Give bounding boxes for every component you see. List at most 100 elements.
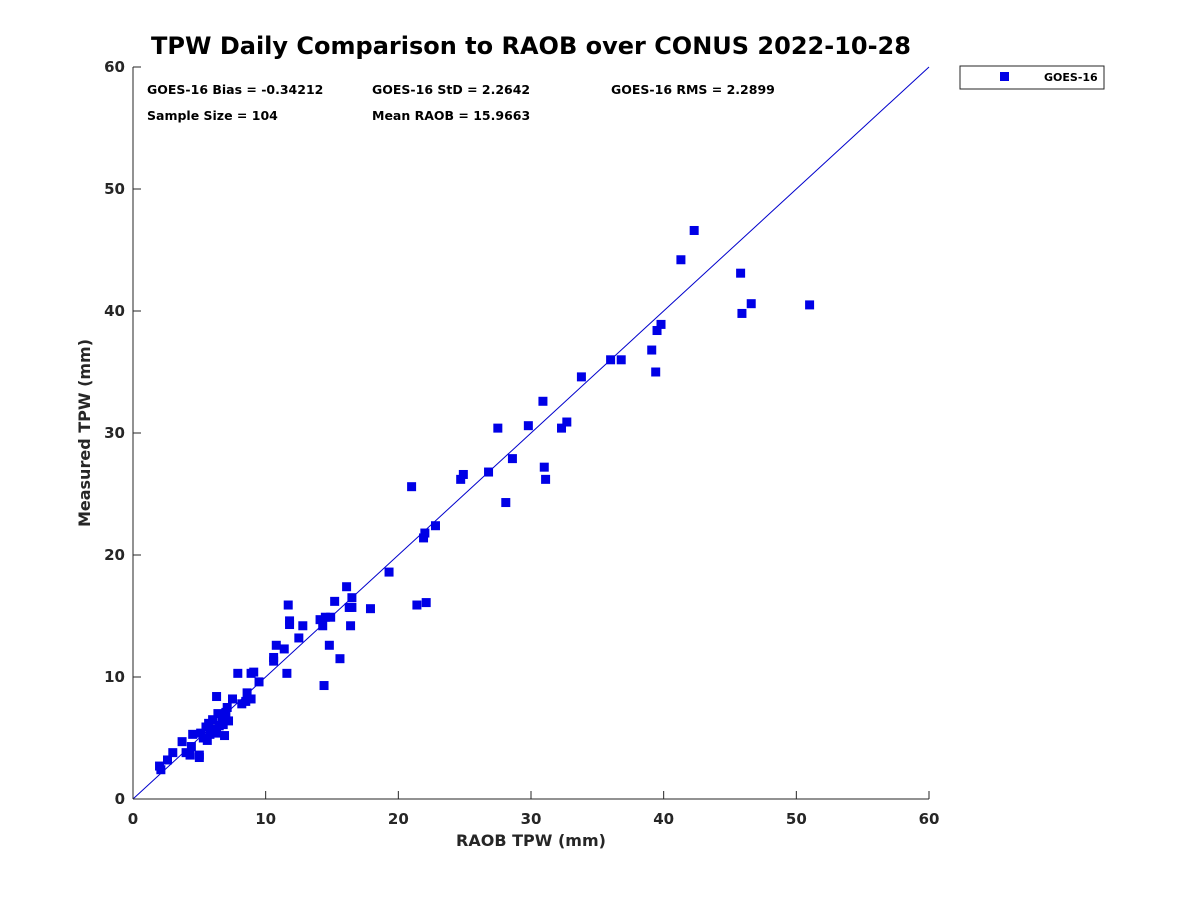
y-tick-label: 60 xyxy=(104,58,125,76)
y-axis-ticks: 0 10 20 30 40 50 60 xyxy=(104,58,141,808)
data-point xyxy=(324,640,334,650)
chart-title: TPW Daily Comparison to RAOB over CONUS … xyxy=(151,32,911,60)
y-tick-label: 50 xyxy=(104,180,125,198)
data-point xyxy=(420,528,430,538)
data-point xyxy=(346,621,356,631)
data-point xyxy=(220,731,230,741)
data-point xyxy=(421,598,431,608)
data-point xyxy=(676,255,686,265)
y-tick-label: 10 xyxy=(104,668,125,686)
legend: GOES-16 xyxy=(959,65,1105,90)
data-point xyxy=(656,319,666,329)
data-point xyxy=(539,462,549,472)
data-point xyxy=(318,621,328,631)
reference-line-layer xyxy=(132,66,930,800)
data-point xyxy=(213,709,223,719)
data-point xyxy=(805,300,815,310)
data-point xyxy=(228,694,237,704)
data-point xyxy=(222,703,232,712)
data-point xyxy=(616,355,626,365)
x-tick-label: 10 xyxy=(255,810,276,828)
data-point xyxy=(330,596,340,606)
data-point xyxy=(233,668,243,678)
data-point xyxy=(283,600,293,610)
x-tick-label: 20 xyxy=(388,810,409,828)
data-point xyxy=(736,268,746,278)
stat-rms: GOES-16 RMS = 2.2899 xyxy=(611,82,775,97)
data-point xyxy=(177,737,187,747)
data-points-layer xyxy=(155,225,815,775)
one-to-one-line xyxy=(132,66,930,800)
data-point xyxy=(212,728,222,738)
data-point xyxy=(576,372,586,382)
data-point xyxy=(651,367,661,377)
data-point xyxy=(246,694,256,704)
x-axis-label: RAOB TPW (mm) xyxy=(456,831,606,850)
data-point xyxy=(294,633,304,643)
data-point xyxy=(202,735,212,745)
data-point xyxy=(419,533,429,543)
data-point xyxy=(737,308,747,318)
data-point xyxy=(212,692,222,702)
data-point xyxy=(205,729,215,739)
data-point xyxy=(271,640,281,650)
data-point xyxy=(365,604,375,614)
stat-sample-size: Sample Size = 104 xyxy=(147,108,278,123)
data-point xyxy=(538,396,548,406)
data-point xyxy=(326,612,336,622)
data-point xyxy=(315,615,325,625)
y-tick-label: 40 xyxy=(104,302,125,320)
data-point xyxy=(347,602,357,612)
data-point xyxy=(285,620,295,630)
data-point xyxy=(221,707,231,717)
data-point xyxy=(652,326,662,336)
data-point xyxy=(606,355,616,365)
data-point xyxy=(557,423,567,433)
data-point xyxy=(541,474,551,484)
y-tick-label: 30 xyxy=(104,424,125,442)
data-point xyxy=(412,600,422,610)
data-point xyxy=(456,474,466,484)
legend-box xyxy=(959,65,1105,90)
data-point xyxy=(298,621,308,631)
data-point xyxy=(249,667,259,677)
data-point xyxy=(430,521,440,531)
data-point xyxy=(507,454,517,464)
data-point xyxy=(501,498,511,508)
data-point xyxy=(279,644,289,654)
data-point xyxy=(196,728,206,738)
data-point xyxy=(242,688,252,698)
data-point xyxy=(218,720,228,730)
data-point xyxy=(347,593,357,603)
data-point xyxy=(746,299,756,309)
data-point xyxy=(484,467,494,477)
stat-bias: GOES-16 Bias = -0.34212 xyxy=(147,82,323,97)
data-point xyxy=(407,482,417,492)
x-axis-ticks: 0 10 20 30 40 50 60 xyxy=(128,791,940,828)
data-point xyxy=(320,612,330,622)
data-point xyxy=(186,742,196,752)
legend-marker xyxy=(1000,72,1009,81)
data-point xyxy=(282,668,292,678)
x-tick-label: 50 xyxy=(786,810,807,828)
data-point xyxy=(647,345,657,355)
data-point xyxy=(224,716,234,726)
x-tick-label: 60 xyxy=(919,810,940,828)
data-point xyxy=(384,567,394,577)
legend-label: GOES-16 xyxy=(1044,71,1098,84)
data-point xyxy=(156,765,166,775)
x-tick-label: 0 xyxy=(128,810,138,828)
y-tick-label: 0 xyxy=(115,790,125,808)
data-point xyxy=(562,417,572,427)
stat-mean-raob: Mean RAOB = 15.9663 xyxy=(372,108,530,123)
data-point xyxy=(335,654,345,664)
data-point xyxy=(208,715,218,725)
data-point xyxy=(162,755,172,765)
stat-std: GOES-16 StD = 2.2642 xyxy=(372,82,530,97)
data-point xyxy=(319,681,329,691)
data-point xyxy=(188,729,198,739)
data-point xyxy=(185,750,195,760)
data-point xyxy=(523,421,533,431)
data-point xyxy=(241,696,251,706)
y-axis-label: Measured TPW (mm) xyxy=(75,339,94,527)
